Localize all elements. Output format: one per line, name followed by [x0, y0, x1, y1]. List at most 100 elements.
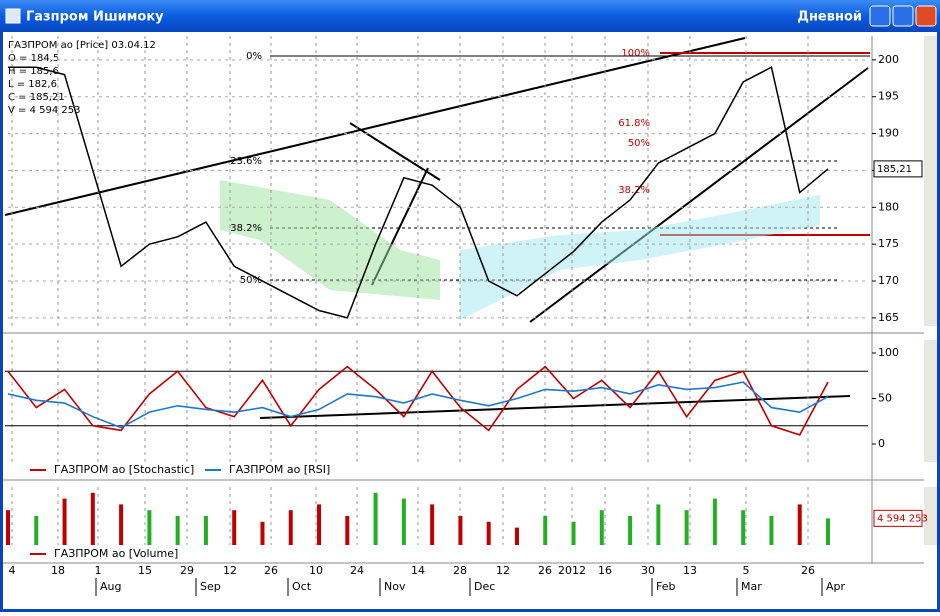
volume-bar	[6, 510, 10, 545]
volume-bar	[571, 521, 576, 545]
y-tick-label: 175	[878, 237, 899, 250]
volume-bar	[34, 516, 39, 545]
volume-bar	[769, 516, 774, 545]
minimize-button[interactable]	[869, 5, 891, 27]
volume-bar	[203, 516, 208, 545]
x-day-label: 26	[264, 564, 278, 577]
x-day-label: 26	[538, 564, 552, 577]
maximize-button[interactable]	[892, 5, 914, 27]
x-day-label: 13	[683, 564, 697, 577]
series-line	[7, 365, 829, 436]
x-day-label: 1	[95, 564, 102, 577]
last-value-box	[873, 509, 923, 527]
x-day-label: 4	[9, 564, 16, 577]
fib-label: 100%	[621, 48, 650, 59]
scrollbar[interactable]	[924, 36, 937, 326]
x-day-label: 29	[180, 564, 194, 577]
x-day-label: 2012	[558, 564, 586, 577]
fib-label: 0%	[246, 51, 262, 62]
close-button[interactable]	[915, 5, 937, 27]
fib-label: 23.6%	[230, 156, 262, 167]
volume-bar	[514, 527, 519, 545]
x-month-label: Sep	[200, 580, 221, 593]
volume-bar	[712, 498, 717, 545]
fib-label: 38.2%	[230, 223, 262, 234]
x-day-label: 12	[223, 564, 237, 577]
fib-label: 50%	[628, 138, 650, 149]
volume-bar	[232, 510, 237, 545]
trend-line	[529, 67, 869, 323]
window-icon	[5, 8, 21, 24]
y-tick-label: 200	[878, 53, 899, 66]
fib-label: 61.8%	[618, 118, 650, 129]
volume-bar	[826, 518, 830, 545]
volume-bar	[599, 510, 604, 545]
volume-bar	[345, 516, 350, 545]
volume-bar	[317, 504, 322, 545]
volume-bar	[62, 498, 67, 545]
y-tick-label: 100	[878, 346, 899, 359]
info-line: L = 182,6	[8, 79, 57, 90]
x-month-label: Apr	[826, 580, 846, 593]
volume-bar	[656, 504, 661, 545]
info-line: C = 185,21	[8, 92, 65, 103]
y-tick-label: 180	[878, 200, 899, 213]
client-area	[3, 32, 937, 609]
x-month-label: Dec	[474, 580, 495, 593]
y-tick-label: 170	[878, 274, 899, 287]
trend-line	[4, 37, 746, 216]
x-month-label: Feb	[656, 580, 675, 593]
x-month-label: Oct	[292, 580, 312, 593]
x-month-label: Nov	[384, 580, 406, 593]
legend-label: ГАЗПРОМ ао [RSI]	[229, 463, 330, 476]
x-day-label: 26	[801, 564, 815, 577]
fib-label: 38.2%	[618, 185, 650, 196]
info-line: H = 185,6	[8, 66, 59, 77]
trend-line	[349, 122, 441, 181]
x-day-label: 18	[51, 564, 65, 577]
x-day-label: 16	[598, 564, 612, 577]
volume-bar	[684, 510, 689, 545]
info-line: V = 4 594 253	[8, 105, 80, 116]
y-tick-label: 195	[878, 90, 899, 103]
volume-bar	[90, 492, 95, 545]
x-month-label: Aug	[100, 580, 121, 593]
timeframe: Дневной	[797, 10, 862, 25]
x-day-label: 14	[411, 564, 425, 577]
x-day-label: 10	[309, 564, 323, 577]
series-line	[8, 66, 829, 319]
title-bar	[0, 0, 940, 32]
x-day-label: 5	[743, 564, 750, 577]
volume-bar	[119, 504, 124, 545]
series-line	[7, 381, 829, 429]
volume-bar	[147, 510, 152, 545]
ichimoku-cloud	[220, 180, 440, 300]
volume-bar	[401, 498, 406, 545]
info-line: ГАЗПРОМ ао [Price] 03.04.12	[8, 40, 156, 51]
volume-bar	[175, 516, 180, 545]
volume-bar	[741, 510, 746, 545]
volume-bar	[543, 516, 548, 545]
x-day-label: 30	[641, 564, 655, 577]
info-line: O = 184,5	[8, 53, 59, 64]
y-tick-label: 190	[878, 127, 899, 140]
window-title: Газпром Ишимоку	[26, 10, 164, 25]
volume-bar	[430, 504, 435, 545]
trend-line	[259, 395, 851, 419]
y-tick-label: 165	[878, 311, 899, 324]
volume-bar	[288, 510, 293, 545]
ichimoku-cloud	[460, 195, 820, 320]
volume-bar	[628, 516, 633, 545]
x-day-label: 28	[453, 564, 467, 577]
volume-bar	[486, 521, 491, 545]
last-value-label: 4 594 253	[877, 513, 928, 524]
volume-bar	[260, 521, 265, 545]
fib-label: 50%	[240, 275, 262, 286]
scrollbar[interactable]	[924, 340, 937, 462]
volume-bar	[458, 516, 463, 545]
y-tick-label: 50	[878, 391, 892, 404]
legend-label: ГАЗПРОМ ао [Volume]	[54, 547, 178, 560]
last-value-label: 185,21	[877, 164, 912, 175]
scrollbar[interactable]	[924, 487, 937, 545]
